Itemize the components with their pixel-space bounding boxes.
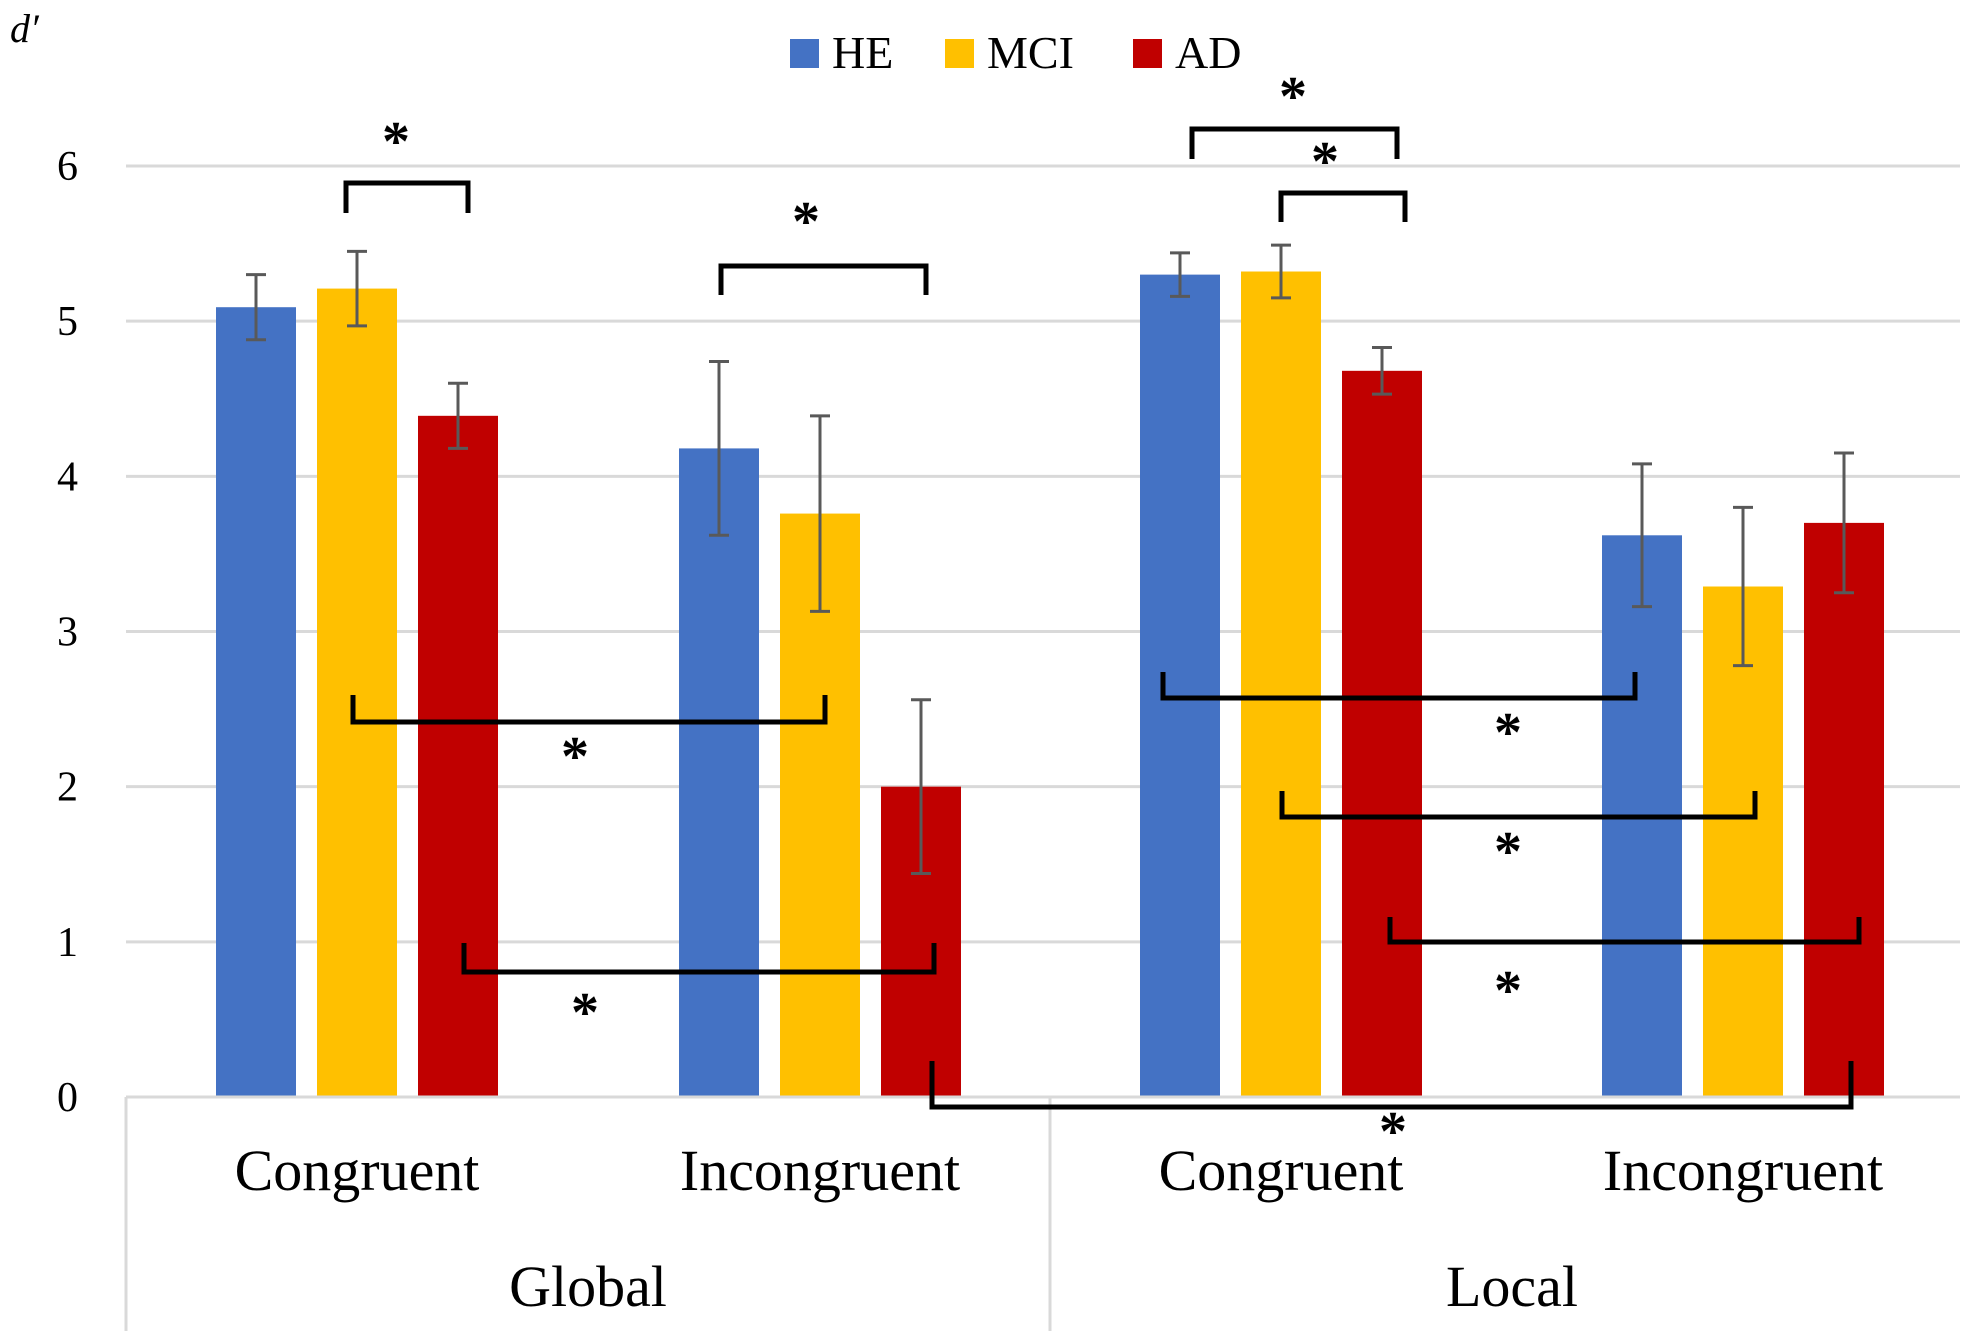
bracket-line — [350, 695, 828, 725]
y-tick-label: 1 — [57, 920, 78, 966]
bars — [216, 271, 1884, 1098]
bar-ad — [1804, 522, 1884, 1097]
error-bar — [448, 381, 468, 450]
significance-label: * — [1379, 1101, 1407, 1163]
significance-label: * — [1279, 66, 1307, 128]
significance-bracket: * — [1278, 131, 1408, 222]
bar-ad — [418, 415, 498, 1097]
significance-bracket: * — [929, 1061, 1854, 1163]
bar-mci — [1703, 586, 1783, 1097]
legend-swatch-ad — [1133, 39, 1162, 68]
error-bar — [911, 698, 931, 876]
significance-bracket: * — [1189, 66, 1400, 159]
significance-bracket: * — [461, 943, 937, 1044]
x-tick-label: Congruent — [235, 1138, 480, 1203]
significance-label: * — [1311, 131, 1339, 193]
bar-he — [216, 307, 296, 1097]
bar-he — [1140, 274, 1220, 1097]
bar-mci — [1241, 271, 1321, 1098]
bracket-line — [1160, 672, 1638, 701]
legend-label-ad: AD — [1175, 27, 1241, 78]
gridlines — [126, 164, 1960, 944]
error-bar — [1733, 505, 1753, 668]
y-tick-label: 2 — [57, 765, 78, 811]
error-bar — [1834, 451, 1854, 595]
bracket-line — [1189, 126, 1400, 159]
y-axis-label: d′ — [10, 6, 40, 51]
group-label: Local — [1446, 1254, 1578, 1319]
x-tick-label: Congruent — [1159, 1138, 1404, 1203]
error-bar — [1372, 346, 1392, 396]
legend-swatch-mci — [945, 39, 974, 68]
significance-bracket: * — [350, 695, 828, 788]
y-tick-label: 6 — [57, 144, 78, 190]
legend-label-mci: MCI — [987, 27, 1074, 78]
error-bars — [246, 243, 1854, 876]
error-bar — [1271, 243, 1291, 300]
error-bar — [347, 249, 367, 328]
error-bar — [709, 360, 729, 537]
y-tick-label: 5 — [57, 299, 78, 345]
error-bar — [1632, 462, 1652, 609]
bracket-line — [1278, 190, 1408, 222]
y-tick-label: 0 — [57, 1075, 78, 1121]
significance-bracket: * — [1160, 672, 1638, 764]
bracket-line — [1387, 917, 1862, 945]
bar-ad — [1342, 370, 1422, 1097]
significance-bracket: * — [343, 111, 471, 213]
significance-label: * — [1494, 960, 1522, 1022]
legend: HE MCI AD — [790, 27, 1241, 78]
error-bar — [1170, 251, 1190, 298]
y-tick-label: 4 — [57, 454, 78, 500]
significance-label: * — [561, 726, 589, 788]
bracket-line — [929, 1061, 1854, 1110]
bracket-line — [718, 263, 929, 295]
legend-swatch-he — [790, 39, 819, 68]
significance-label: * — [382, 111, 410, 173]
legend-label-he: HE — [832, 27, 893, 78]
error-bar — [810, 414, 830, 613]
error-bar — [246, 273, 266, 342]
significance-label: * — [1494, 821, 1522, 883]
bracket-line — [1279, 791, 1758, 820]
significance-bracket: * — [718, 191, 929, 295]
significance-label: * — [571, 982, 599, 1044]
significance-bracket: * — [1279, 791, 1758, 883]
x-tick-label: Incongruent — [680, 1138, 960, 1203]
significance-label: * — [792, 191, 820, 253]
x-tick-label: Incongruent — [1603, 1138, 1883, 1203]
bracket-line — [343, 180, 471, 213]
significance-bracket: * — [1387, 917, 1862, 1022]
y-tick-label: 3 — [57, 610, 78, 656]
significance-label: * — [1494, 702, 1522, 764]
group-label: Global — [509, 1254, 667, 1319]
bracket-line — [461, 943, 937, 975]
significance-brackets: ********** — [343, 66, 1862, 1163]
bar-he — [679, 448, 759, 1097]
bar-mci — [317, 288, 397, 1097]
